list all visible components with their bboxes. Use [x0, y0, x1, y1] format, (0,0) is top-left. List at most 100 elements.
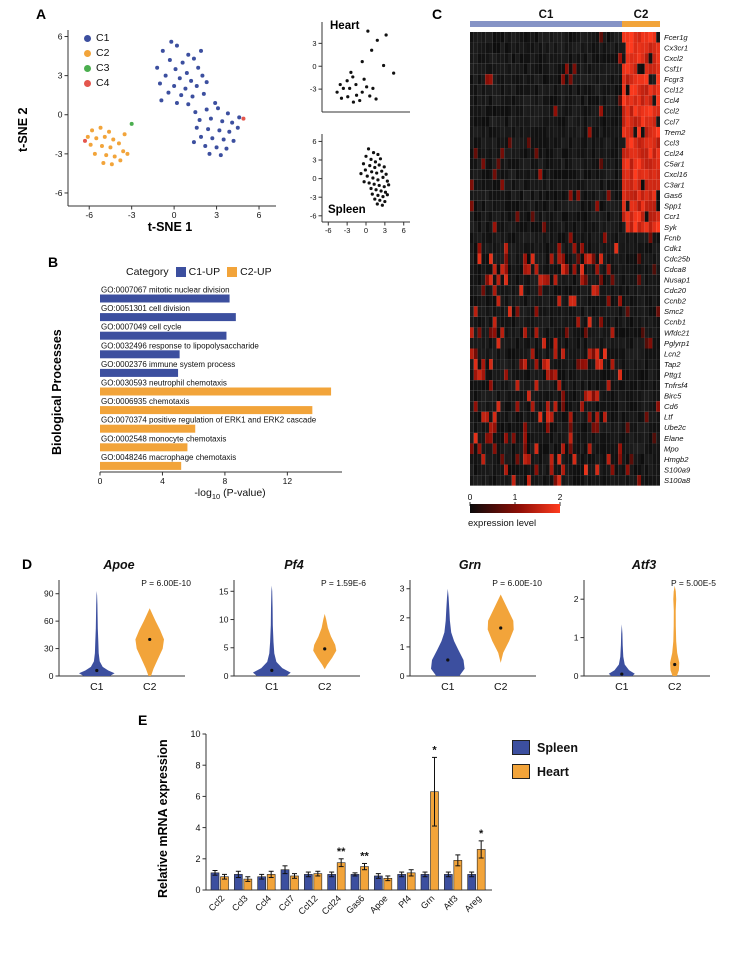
svg-text:Cdca8: Cdca8 — [664, 265, 687, 274]
panel-b-label: B — [48, 254, 59, 270]
c2up-swatch — [227, 267, 238, 277]
heart-swatch — [512, 764, 530, 779]
tsne-plot: -6 -3 0 3 6 -6 -3 0 3 6 — [55, 30, 276, 220]
svg-text:Birc5: Birc5 — [664, 392, 682, 401]
svg-text:2: 2 — [558, 492, 563, 502]
svg-text:0: 0 — [98, 476, 103, 486]
svg-text:3: 3 — [400, 584, 405, 594]
svg-text:Ube2c: Ube2c — [664, 423, 686, 432]
svg-text:GO:0002376 immune system proce: GO:0002376 immune system process — [101, 360, 235, 369]
svg-text:Trem2: Trem2 — [664, 128, 686, 137]
violin-title-pf4: Pf4 — [284, 558, 304, 572]
svg-text:Ccnb2: Ccnb2 — [664, 297, 687, 306]
svg-text:Ltf: Ltf — [664, 413, 673, 422]
violin-panel-apoe: Apoe P = 6.00E-10 0 30 60 90 C1 C2 — [25, 558, 193, 698]
svg-text:Ccr1: Ccr1 — [664, 212, 680, 221]
svg-text:1: 1 — [574, 633, 579, 643]
svg-text:Elane: Elane — [664, 434, 683, 443]
spleen-scatter-plot: 6 3 0 -3 -6 -6 -3 0 3 6 — [310, 134, 410, 235]
svg-text:0: 0 — [574, 671, 579, 681]
c1up-label: C1-UP — [188, 266, 221, 278]
svg-text:Csf1r: Csf1r — [664, 65, 683, 74]
svg-text:Nusap1: Nusap1 — [664, 276, 690, 285]
svg-text:C5ar1: C5ar1 — [664, 159, 685, 168]
pvalue-atf3: P = 5.00E-5 — [671, 578, 716, 588]
svg-text:0: 0 — [468, 492, 473, 502]
svg-text:Cxcl2: Cxcl2 — [664, 54, 684, 63]
svg-text:6: 6 — [195, 792, 200, 802]
svg-text:Lcn2: Lcn2 — [664, 349, 681, 358]
svg-text:6: 6 — [257, 210, 262, 220]
pvalue-apoe: P = 6.00E-10 — [141, 578, 191, 588]
svg-text:Cdk1: Cdk1 — [664, 244, 682, 253]
svg-text:Smc2: Smc2 — [664, 307, 684, 316]
svg-text:Ccl7: Ccl7 — [664, 117, 680, 126]
svg-text:6: 6 — [58, 31, 63, 41]
svg-text:60: 60 — [44, 616, 54, 626]
svg-text:Ccl7: Ccl7 — [277, 893, 297, 913]
svg-text:2: 2 — [574, 594, 579, 604]
svg-text:15: 15 — [219, 586, 229, 596]
qpcr-legend-item-heart: Heart — [512, 764, 578, 779]
svg-text:Tap2: Tap2 — [664, 360, 681, 369]
svg-text:GO:0007067 mitotic nuclear div: GO:0007067 mitotic nuclear division — [101, 286, 230, 295]
svg-text:-3: -3 — [55, 149, 63, 159]
svg-text:3: 3 — [214, 210, 219, 220]
violin-plot-apoe: 0 30 60 90 C1 C2 — [44, 580, 185, 693]
svg-text:Ccl3: Ccl3 — [230, 893, 250, 913]
svg-text:C1: C1 — [615, 681, 629, 693]
svg-text:Fcnb: Fcnb — [664, 233, 681, 242]
svg-text:0: 0 — [312, 174, 316, 183]
violin-plot-atf3: 0 1 2 C1 C2 — [574, 580, 710, 693]
svg-text:3: 3 — [312, 39, 316, 48]
go-xaxis-label: -log10 (P-value) — [194, 487, 266, 502]
svg-text:8: 8 — [223, 476, 228, 486]
svg-text:GO:0032496 response to lipopol: GO:0032496 response to lipopolysaccharid… — [101, 341, 259, 350]
pvalue-pf4: P = 1.59E-6 — [321, 578, 366, 588]
svg-text:0: 0 — [312, 62, 316, 71]
spleen-label: Spleen — [537, 740, 578, 755]
svg-text:Cdc25b: Cdc25b — [664, 254, 690, 263]
svg-text:Syk: Syk — [664, 223, 678, 232]
svg-text:6: 6 — [312, 137, 316, 146]
svg-text:Ccl3: Ccl3 — [664, 138, 680, 147]
svg-text:Pttg1: Pttg1 — [664, 370, 682, 379]
svg-text:-3: -3 — [128, 210, 136, 220]
svg-text:GO:0002548 monocyte chemotaxis: GO:0002548 monocyte chemotaxis — [101, 434, 226, 443]
tsne-yaxis-label: t-SNE 2 — [16, 107, 30, 152]
spleen-plot-title: Spleen — [328, 204, 366, 216]
violin-panel-pf4: Pf4 P = 1.59E-6 0 5 10 15 C1 C2 — [200, 558, 368, 698]
svg-text:Cdc20: Cdc20 — [664, 286, 687, 295]
violin-panel-atf3: Atf3 P = 5.00E-5 0 1 2 C1 C2 — [550, 558, 718, 698]
violin-plot-grn: 0 1 2 3 C1 C2 — [400, 580, 536, 693]
heart-scatter-plot: 3 0 -3 — [310, 22, 410, 113]
svg-text:4: 4 — [195, 823, 200, 833]
svg-text:Ccl4: Ccl4 — [253, 893, 273, 913]
svg-text:Fcer1g: Fcer1g — [664, 33, 688, 42]
svg-text:-6: -6 — [325, 226, 332, 235]
svg-text:GO:0030593 neutrophil chemotax: GO:0030593 neutrophil chemotaxis — [101, 379, 227, 388]
svg-text:0: 0 — [49, 671, 54, 681]
c2-swatch — [84, 50, 91, 57]
svg-text:Wfdc21: Wfdc21 — [664, 328, 690, 337]
svg-text:Ccl24: Ccl24 — [664, 149, 683, 158]
svg-text:3: 3 — [312, 156, 316, 165]
svg-text:3: 3 — [383, 226, 387, 235]
pvalue-grn: P = 6.00E-10 — [492, 578, 542, 588]
go-legend-item-c1up: C1-UP — [175, 266, 221, 278]
svg-text:Mpo: Mpo — [664, 444, 679, 453]
svg-text:2: 2 — [400, 613, 405, 623]
svg-text:90: 90 — [44, 589, 54, 599]
svg-text:1: 1 — [513, 492, 518, 502]
svg-text:S100a8: S100a8 — [664, 476, 691, 485]
svg-text:0: 0 — [364, 226, 368, 235]
tsne-legend-item-c4: C4 — [84, 77, 109, 90]
svg-text:6: 6 — [402, 226, 406, 235]
svg-text:C2: C2 — [318, 681, 332, 693]
svg-text:C2: C2 — [668, 681, 682, 693]
go-bar-chart: GO:0007067 mitotic nuclear division GO:00… — [98, 286, 342, 486]
svg-text:Spp1: Spp1 — [664, 202, 682, 211]
svg-text:-6: -6 — [55, 188, 63, 198]
